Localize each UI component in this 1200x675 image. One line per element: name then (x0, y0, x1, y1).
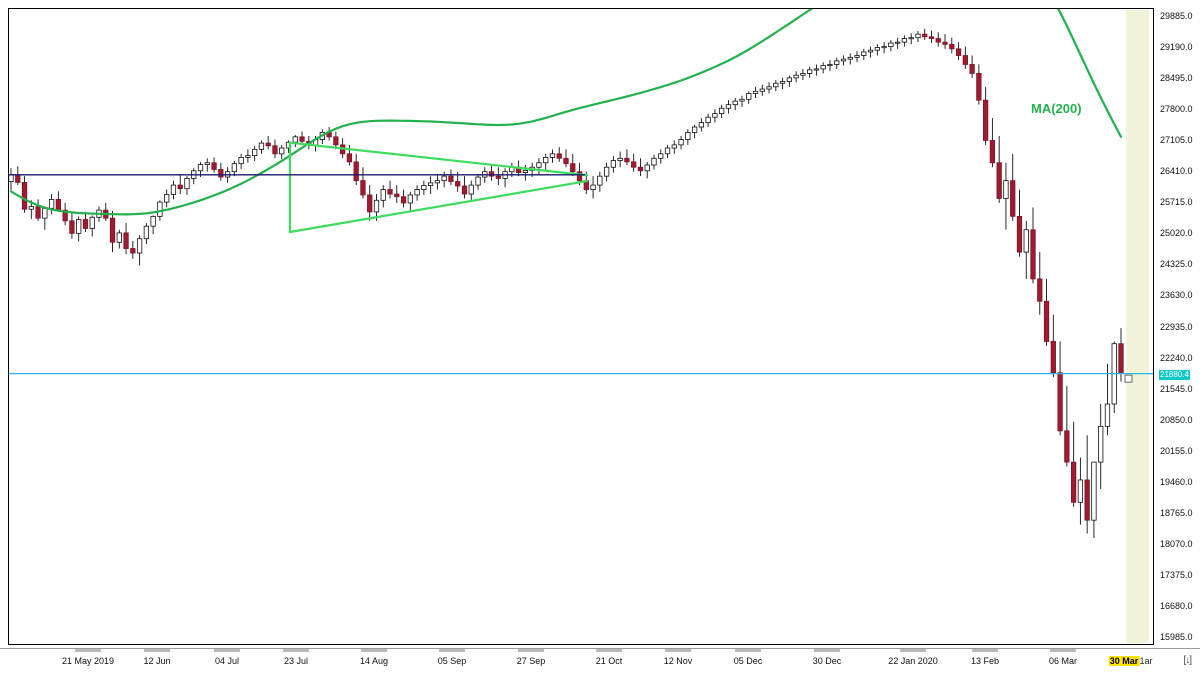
time-tick-label: 12 Nov (663, 656, 693, 666)
time-tick-mark (1050, 649, 1076, 652)
time-tick-label: 21 Oct (595, 656, 623, 666)
price-tick: 16680.0 (1160, 600, 1193, 611)
price-tick: 22240.0 (1160, 352, 1193, 363)
price-tick: 28495.0 (1160, 73, 1193, 84)
time-tick-mark (665, 649, 691, 652)
time-tick-label: 23 Jul (283, 656, 309, 666)
price-tick: 29190.0 (1160, 42, 1193, 53)
time-tick-mark (735, 649, 761, 652)
time-tick-mark (75, 649, 101, 652)
time-tick-label: 04 Jul (214, 656, 240, 666)
price-tick: 25020.0 (1160, 228, 1193, 239)
time-tick-mark (900, 649, 926, 652)
price-tick: 20155.0 (1160, 445, 1193, 456)
time-axis[interactable]: [↓] 21 May 2019 12 Jun 04 Jul 23 Jul 14 Aug 0… (0, 648, 1200, 675)
price-tick: 17375.0 (1160, 569, 1193, 580)
time-tick-label-partial: 1ar (1139, 656, 1153, 666)
time-tick-mark (144, 649, 170, 652)
time-tick-mark (972, 649, 998, 652)
time-tick-label: 05 Sep (437, 656, 467, 666)
price-tick: 27105.0 (1160, 135, 1193, 146)
time-tick-label: 12 Jun (143, 656, 171, 666)
price-axis[interactable]: 29885.0 29190.0 28495.0 27800.0 27105.0 26410… (1156, 0, 1200, 648)
ma200-line (9, 9, 1123, 216)
price-tick: 19460.0 (1160, 476, 1193, 487)
time-tick-mark (814, 649, 840, 652)
current-date-badge: 30 Mar (1108, 656, 1140, 666)
scroll-handle-icon[interactable]: [↓] (1183, 655, 1192, 666)
price-tick: 29885.0 (1160, 11, 1193, 21)
plot-background (9, 9, 1153, 644)
time-tick-label: 27 Sep (516, 656, 546, 666)
price-tick: 20850.0 (1160, 414, 1193, 425)
time-tick-label: 30 Dec (812, 656, 842, 666)
current-price-marker (1124, 374, 1133, 383)
future-session-band (1126, 10, 1149, 643)
price-tick: 27800.0 (1160, 104, 1193, 115)
time-tick-label: 14 Aug (359, 656, 389, 666)
price-tick: 15985.0 (1160, 632, 1193, 642)
price-tick: 18070.0 (1160, 538, 1193, 549)
time-tick-label: 22 Jan 2020 (888, 656, 938, 666)
triangle-pattern (288, 141, 589, 234)
price-tick: 18765.0 (1160, 507, 1193, 518)
time-tick-mark (361, 649, 387, 652)
time-tick-label: 13 Feb (970, 656, 1000, 666)
ma200-label: MA(200) (1031, 101, 1082, 116)
time-tick-mark (596, 649, 622, 652)
time-tick-label: 05 Dec (733, 656, 763, 666)
price-tick: 22935.0 (1160, 321, 1193, 332)
time-tick-mark (283, 649, 309, 652)
current-price-badge: 21880.4 (1159, 369, 1190, 380)
time-tick-label: 21 May 2019 (61, 656, 115, 666)
price-tick: 25715.0 (1160, 197, 1193, 208)
time-tick-mark (214, 649, 240, 652)
price-tick: 24325.0 (1160, 259, 1193, 270)
price-tick: 26410.0 (1160, 166, 1193, 177)
chart-plot-area[interactable]: MA(200) (9, 9, 1153, 644)
price-tick: 23630.0 (1160, 290, 1193, 301)
time-tick-mark (518, 649, 544, 652)
price-tick: 21545.0 (1160, 383, 1193, 394)
candlestick-svg: MA(200) (9, 9, 1153, 644)
time-tick-mark (439, 649, 465, 652)
time-tick-label: 06 Mar (1048, 656, 1078, 666)
